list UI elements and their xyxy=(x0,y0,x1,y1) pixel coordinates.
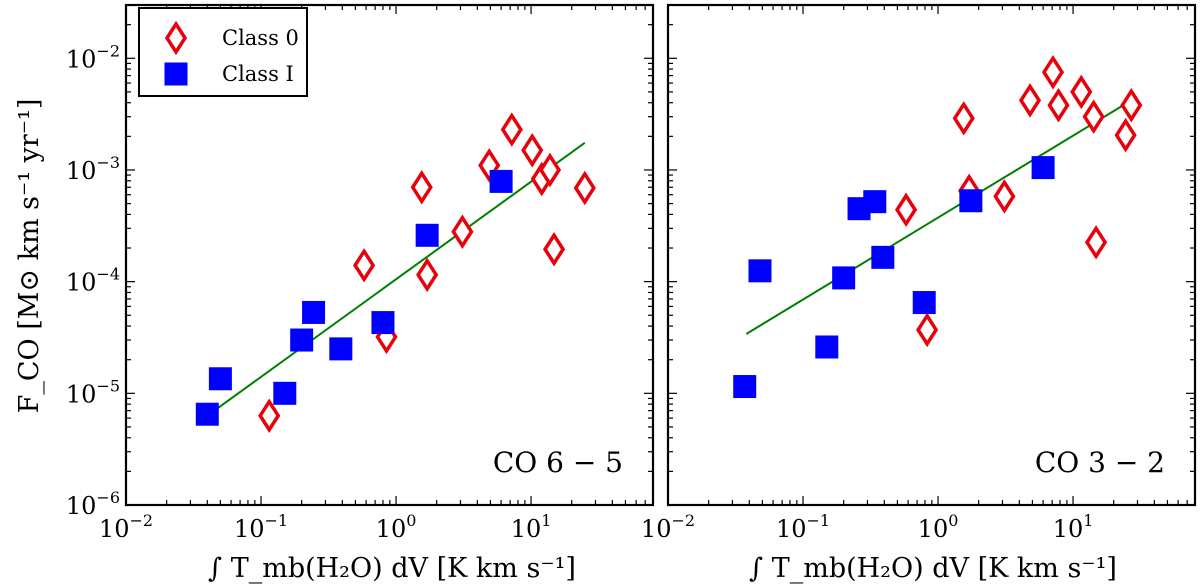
class-0-point xyxy=(410,170,433,205)
class-0-point xyxy=(542,232,566,267)
x-tick-label: 10−1 xyxy=(234,511,288,543)
class-i-point xyxy=(1031,156,1055,180)
class-i-point xyxy=(863,190,887,214)
class-0-point xyxy=(521,133,544,168)
x-tick-label: 101 xyxy=(511,511,552,543)
class-i-point xyxy=(208,367,232,391)
class-i-point xyxy=(371,311,395,335)
class-0-point xyxy=(573,170,596,206)
class-0-point xyxy=(916,312,939,348)
class-i-point xyxy=(329,337,353,361)
class-0-point xyxy=(500,112,523,147)
class-0-point xyxy=(1120,87,1143,123)
y-tick-label: 10−6 xyxy=(66,488,120,520)
class-0-point xyxy=(1018,83,1042,118)
y-tick-label: 10−2 xyxy=(66,41,120,73)
class-0-point xyxy=(1047,87,1070,123)
class-i-point xyxy=(959,189,983,213)
plot-frame xyxy=(666,3,1197,507)
legend-label: Class 0 xyxy=(222,26,299,50)
class-i-point xyxy=(489,169,513,193)
class-0-point xyxy=(1082,99,1105,134)
class-i-point xyxy=(302,300,326,324)
class-0-point xyxy=(952,101,975,136)
class-i-point xyxy=(832,266,856,290)
panel-co-6-5: 10−2 10−1 100 101 10−6 10−5 10−4 10−3 10−2 CO 6 −… xyxy=(66,3,655,543)
y-tick-label: 10−3 xyxy=(66,153,120,185)
class-0-point xyxy=(993,179,1016,214)
fit-line xyxy=(206,142,586,417)
class-0-point xyxy=(1070,74,1093,110)
class-0-point xyxy=(451,214,474,249)
class-0-point xyxy=(353,248,376,283)
legend: Class 0 Class I xyxy=(138,7,308,97)
class-0-point xyxy=(538,152,562,188)
y-tick-label: 10−5 xyxy=(66,376,120,408)
class-i-point xyxy=(290,328,314,352)
x-tick-label: 101 xyxy=(1053,511,1094,543)
x-tick-label: 10−1 xyxy=(776,511,830,543)
class-i-point xyxy=(748,259,772,283)
class-i-point xyxy=(871,245,895,269)
panel-co-3-2: 10−2 10−1 100 101 CO 3 − 2 xyxy=(641,3,1197,543)
class-0-point xyxy=(1041,55,1065,90)
x-axis-label-right: ∫ T_mb(H₂O) dV [K km s⁻¹] xyxy=(749,553,1117,584)
legend-label: Class I xyxy=(222,62,294,86)
class-i-point xyxy=(733,375,757,399)
fit-line xyxy=(745,99,1132,335)
panel-label: CO 3 − 2 xyxy=(1035,446,1165,479)
x-tick-label: 100 xyxy=(918,511,959,543)
x-tick-label: 100 xyxy=(376,511,417,543)
x-tick-label: 10−2 xyxy=(99,511,153,543)
class-i-point xyxy=(195,402,219,426)
class-0-point xyxy=(1114,117,1137,153)
class-0-point xyxy=(416,257,439,293)
legend-marker-class-0 xyxy=(164,20,188,56)
x-axis-label-left: ∫ T_mb(H₂O) dV [K km s⁻¹] xyxy=(208,553,576,584)
panel-label: CO 6 − 5 xyxy=(493,446,623,479)
class-0-point xyxy=(258,398,281,433)
class-0-point xyxy=(1084,225,1108,260)
class-i-point xyxy=(912,291,936,315)
y-tick-label: 10−4 xyxy=(66,265,120,297)
class-0-point xyxy=(895,192,918,228)
y-axis-label: F_CO [M⊙ km s⁻¹ yr⁻¹] xyxy=(14,99,45,414)
x-tick-label: 10−2 xyxy=(641,511,695,543)
class-i-point xyxy=(273,381,297,405)
class-i-point xyxy=(415,223,439,247)
class-i-point xyxy=(815,335,839,359)
legend-marker-class-i xyxy=(164,62,188,86)
